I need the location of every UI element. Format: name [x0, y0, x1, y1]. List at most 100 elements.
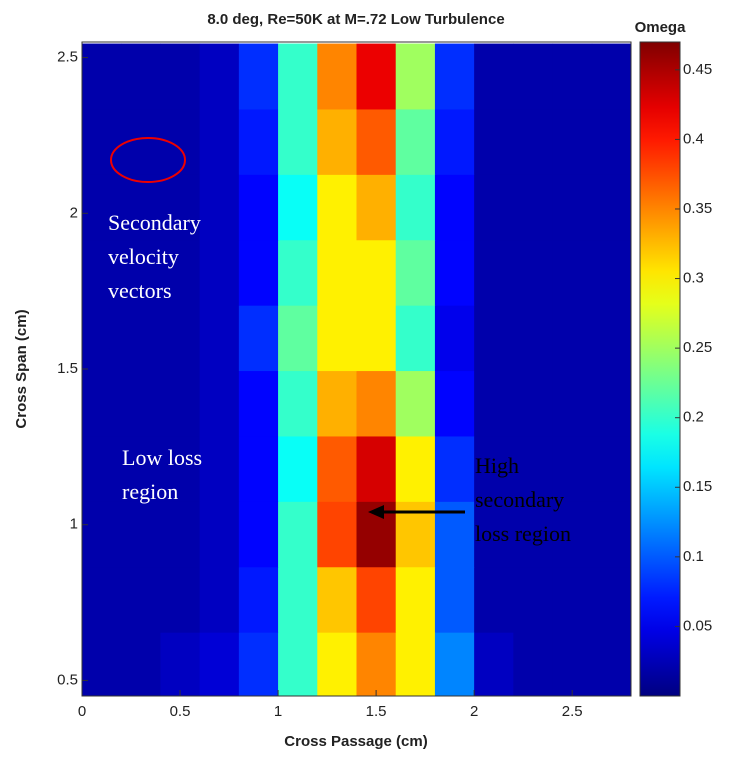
- y-tick-label: 0.5: [57, 671, 78, 688]
- cell: [278, 43, 318, 110]
- cell: [160, 239, 201, 306]
- cell: [238, 566, 279, 633]
- x-tick-label: 0: [78, 703, 86, 720]
- cell: [552, 43, 593, 110]
- cell: [82, 43, 122, 110]
- y-axis-label: Cross Span (cm): [13, 309, 30, 428]
- cell: [278, 108, 318, 175]
- cell: [238, 435, 279, 502]
- cell: [82, 632, 122, 696]
- cell: [160, 566, 201, 633]
- cell: [395, 566, 436, 633]
- cell: [278, 305, 318, 372]
- cell: [278, 239, 318, 306]
- annotation: vectors: [108, 278, 172, 303]
- cell: [199, 370, 240, 437]
- colorbar-tick-label: 0.25: [683, 339, 712, 356]
- cell: [513, 566, 554, 633]
- cell: [278, 435, 318, 502]
- cell: [474, 174, 514, 241]
- cell: [591, 305, 631, 372]
- cell: [513, 108, 554, 175]
- cell: [356, 43, 397, 110]
- cell: [121, 174, 161, 241]
- cell: [317, 566, 357, 633]
- colorbar-tick-label: 0.15: [683, 478, 712, 495]
- cell: [160, 501, 201, 568]
- colorbar-tick-label: 0.2: [683, 409, 704, 426]
- cell: [278, 370, 318, 437]
- cell: [121, 566, 161, 633]
- cell: [238, 632, 279, 696]
- cell: [356, 174, 397, 241]
- cell: [238, 43, 279, 110]
- colorbar-tick-label: 0.05: [683, 617, 712, 634]
- colorbar-tick-label: 0.3: [683, 270, 704, 287]
- cell: [199, 566, 240, 633]
- cell: [434, 305, 475, 372]
- field: [82, 43, 631, 696]
- cell: [317, 370, 357, 437]
- cell: [552, 174, 593, 241]
- cell: [160, 370, 201, 437]
- annotation: velocity: [108, 244, 179, 269]
- cell: [199, 239, 240, 306]
- cell: [278, 174, 318, 241]
- cell: [552, 501, 593, 568]
- cell: [395, 370, 436, 437]
- cell: [238, 239, 279, 306]
- cell: [591, 43, 631, 110]
- cell: [82, 174, 122, 241]
- cell: [160, 435, 201, 502]
- cell: [317, 239, 357, 306]
- cell: [552, 239, 593, 306]
- cell: [160, 174, 201, 241]
- cell: [434, 174, 475, 241]
- cell: [356, 370, 397, 437]
- cell: [82, 305, 122, 372]
- cell: [474, 435, 514, 502]
- cell: [474, 239, 514, 306]
- cell: [513, 239, 554, 306]
- cell: [474, 370, 514, 437]
- cell: [317, 43, 357, 110]
- colorbar-tick-label: 0.1: [683, 548, 704, 565]
- cell: [121, 43, 161, 110]
- cell: [513, 435, 554, 502]
- cell: [356, 239, 397, 306]
- annotation: Secondary: [108, 210, 201, 235]
- cell: [121, 632, 161, 696]
- y-tick-label: 1: [70, 516, 78, 533]
- x-tick-label: 1: [274, 703, 282, 720]
- cell: [591, 370, 631, 437]
- cell: [121, 435, 161, 502]
- cell: [591, 239, 631, 306]
- cell: [160, 632, 201, 696]
- cell: [591, 108, 631, 175]
- cell: [199, 43, 240, 110]
- cell: [591, 501, 631, 568]
- cell: [82, 501, 122, 568]
- cell: [434, 43, 475, 110]
- cell: [160, 108, 201, 175]
- cell: [121, 305, 161, 372]
- cell: [434, 566, 475, 633]
- cell: [238, 501, 279, 568]
- cell: [513, 174, 554, 241]
- cell: [199, 501, 240, 568]
- cell: [474, 305, 514, 372]
- cell: [160, 43, 201, 110]
- x-tick-label: 2.5: [562, 703, 583, 720]
- x-tick-label: 0.5: [170, 703, 191, 720]
- cell: [82, 435, 122, 502]
- cell: [278, 632, 318, 696]
- cell: [395, 174, 436, 241]
- cell: [434, 435, 475, 502]
- cell: [199, 632, 240, 696]
- annotation: loss region: [475, 521, 571, 546]
- cell: [356, 632, 397, 696]
- cell: [434, 370, 475, 437]
- cell: [82, 108, 122, 175]
- cell: [199, 305, 240, 372]
